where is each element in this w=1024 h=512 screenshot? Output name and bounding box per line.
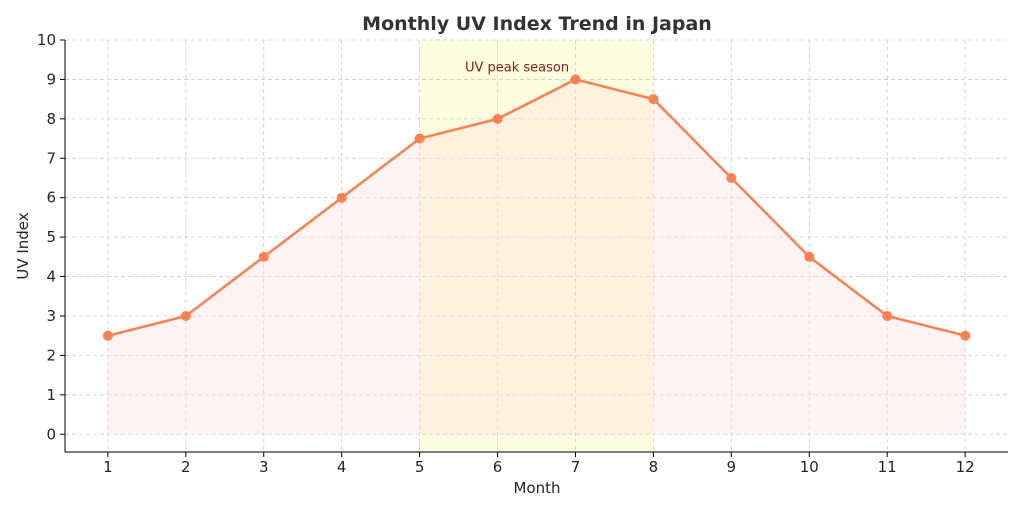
y-tick-label: 10 [37, 31, 56, 49]
data-point [336, 192, 347, 203]
y-tick-label: 5 [46, 228, 56, 246]
x-tick-label: 7 [571, 458, 581, 476]
y-tick-label: 9 [46, 70, 56, 88]
x-axis-label: Month [513, 479, 560, 497]
x-tick-label: 2 [181, 458, 191, 476]
x-tick-label: 8 [649, 458, 659, 476]
uv-series-line [107, 78, 966, 337]
x-tick-label: 3 [259, 458, 269, 476]
peak-season-band [419, 40, 654, 452]
x-tick-label: 11 [878, 458, 897, 476]
y-tick-label: 4 [46, 268, 56, 286]
x-tick-label: 1 [103, 458, 113, 476]
data-point [180, 310, 191, 321]
x-tick-label: 6 [493, 458, 503, 476]
x-tick-label: 12 [956, 458, 975, 476]
x-tick-label: 5 [415, 458, 425, 476]
data-point [258, 251, 269, 262]
y-tick-label: 2 [46, 346, 56, 364]
chart-title: Monthly UV Index Trend in Japan [362, 13, 712, 35]
data-point [960, 330, 971, 341]
y-tick-label: 6 [46, 189, 56, 207]
y-tick-label: 3 [46, 307, 56, 325]
y-axis-label: UV Index [14, 212, 32, 279]
area-fill [107, 79, 966, 435]
x-tick-label: 10 [800, 458, 819, 476]
data-point [882, 310, 893, 321]
x-tick-label: 9 [727, 458, 737, 476]
peak-season-annotation: UV peak season [465, 61, 569, 76]
data-point [726, 172, 737, 183]
data-point [414, 133, 425, 144]
y-tick-label: 7 [46, 149, 56, 167]
data-point [570, 74, 581, 85]
data-point [492, 113, 503, 124]
data-point [804, 251, 815, 262]
x-tick-label: 4 [337, 458, 347, 476]
data-point [648, 94, 659, 105]
y-tick-label: 0 [46, 425, 56, 443]
y-tick-label: 1 [46, 386, 56, 404]
data-point [102, 330, 113, 341]
y-tick-label: 8 [46, 110, 56, 128]
